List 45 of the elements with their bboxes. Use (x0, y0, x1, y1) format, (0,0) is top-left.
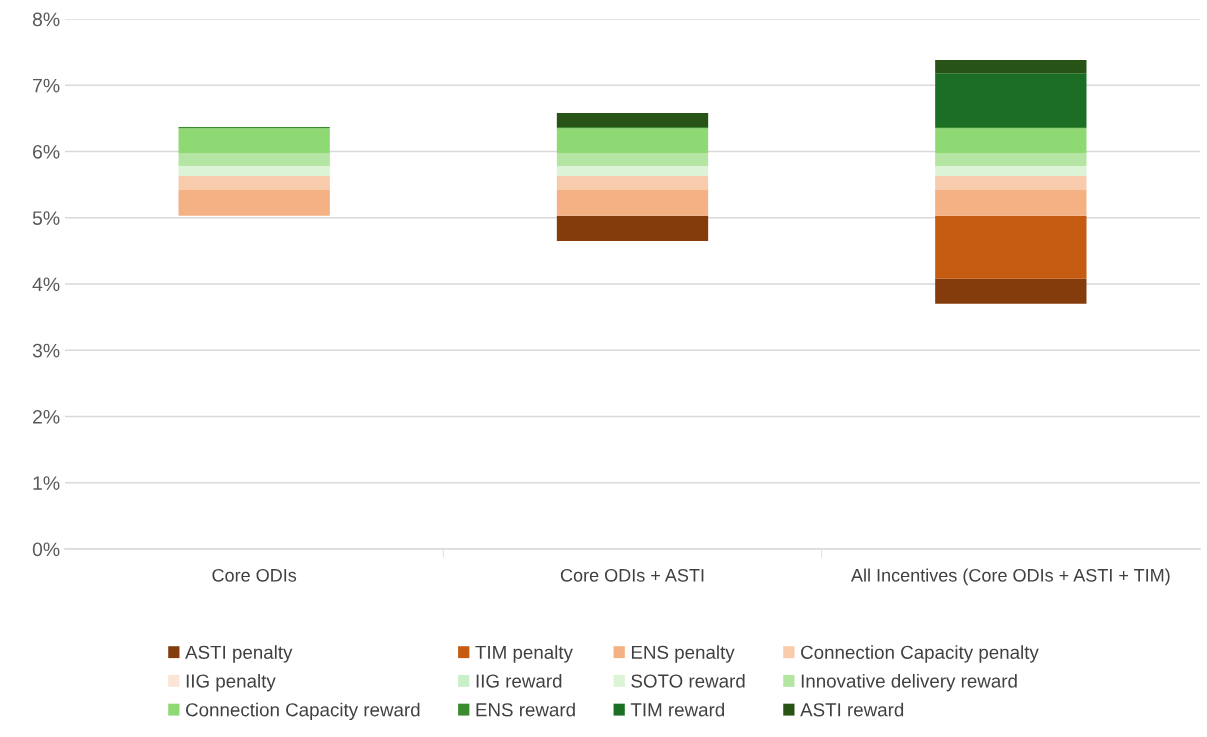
y-tick-label: 4% (32, 277, 60, 292)
bar (935, 278, 1087, 304)
bar (556, 153, 709, 167)
bar (556, 176, 709, 190)
bar (935, 73, 1087, 127)
bar (556, 166, 709, 177)
x-tick-label: Core ODIs + ASTI (560, 568, 704, 582)
legend-label: IIG reward (476, 673, 562, 688)
x-tick-label: All Incentives (Core ODIs + ASTI + TIM) (851, 568, 1170, 586)
bar (178, 176, 330, 190)
bar (178, 166, 330, 177)
y-tick-label: 6% (33, 144, 60, 159)
legend-label: Connection Capacity penalty (801, 645, 1039, 663)
y-tick-label: 2% (33, 409, 60, 424)
bar (178, 189, 330, 216)
legend-label: ASTI reward (800, 702, 904, 717)
legend-label: ASTI penalty (185, 645, 293, 663)
legend-label: TIM penalty (475, 645, 573, 663)
bar (556, 189, 709, 216)
y-tick-label: 5% (32, 211, 60, 225)
legend-label: SOTO reward (631, 673, 745, 688)
y-tick-label: 8% (32, 12, 60, 27)
legend-label: Connection Capacity reward (186, 702, 420, 721)
y-tick-label: 1% (33, 476, 60, 490)
bar (178, 153, 330, 167)
bar (556, 113, 709, 127)
bar (935, 166, 1087, 177)
y-tick-label: 3% (32, 343, 60, 358)
bar (556, 128, 709, 154)
legend-label: ENS penalty (631, 645, 735, 663)
bar (556, 215, 709, 241)
legend-label: IIG penalty (186, 673, 276, 692)
bar (935, 215, 1087, 279)
bar (935, 60, 1087, 74)
legend-label: Innovative delivery reward (801, 673, 1017, 692)
bar (178, 128, 330, 154)
y-tick-label: 7% (33, 78, 60, 93)
x-tick-label: Core ODIs (212, 568, 297, 582)
bar (935, 189, 1087, 216)
bar (935, 128, 1087, 154)
bar (935, 153, 1087, 167)
y-tick-label: 0% (32, 542, 60, 557)
legend-label: TIM reward (630, 702, 725, 717)
legend-label: ENS reward (476, 702, 575, 717)
bar (935, 176, 1087, 190)
